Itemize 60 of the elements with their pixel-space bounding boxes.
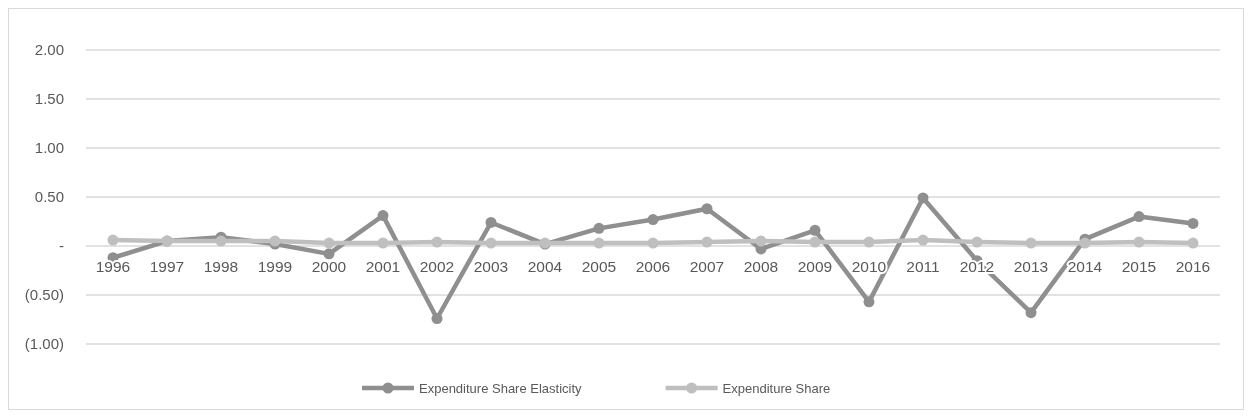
point bbox=[107, 234, 119, 246]
point bbox=[701, 203, 713, 215]
point bbox=[485, 216, 497, 228]
point bbox=[1187, 237, 1199, 249]
point bbox=[755, 235, 767, 247]
x-tick-label: 2016 bbox=[1175, 258, 1211, 275]
point bbox=[647, 237, 659, 249]
point bbox=[593, 222, 605, 234]
x-tick-label: 2003 bbox=[473, 258, 509, 275]
point bbox=[215, 235, 227, 247]
point bbox=[863, 296, 875, 308]
x-tick-label: 1997 bbox=[149, 258, 185, 275]
x-tick-label: 1996 bbox=[95, 258, 131, 275]
point bbox=[863, 236, 875, 248]
point bbox=[809, 236, 821, 248]
point bbox=[377, 210, 389, 222]
point bbox=[1079, 237, 1091, 249]
point bbox=[1187, 217, 1199, 229]
x-tick-label: 2002 bbox=[419, 258, 455, 275]
point bbox=[1133, 236, 1145, 248]
point bbox=[917, 192, 929, 204]
y-tick-label: - bbox=[59, 237, 64, 255]
x-tick-label: 2009 bbox=[797, 258, 833, 275]
point bbox=[809, 224, 821, 236]
point bbox=[701, 236, 713, 248]
point bbox=[485, 237, 497, 249]
x-tick-label: 2013 bbox=[1013, 258, 1049, 275]
y-tick-label: (0.50) bbox=[24, 286, 64, 304]
y-tick-label: 1.00 bbox=[34, 139, 64, 157]
x-tick-label: 2000 bbox=[311, 258, 347, 275]
x-tick-label: 1999 bbox=[257, 258, 293, 275]
point bbox=[647, 214, 659, 226]
x-tick-label: 2005 bbox=[581, 258, 617, 275]
x-tick-label: 2001 bbox=[365, 258, 401, 275]
x-tick-label: 2004 bbox=[527, 258, 563, 275]
point bbox=[431, 236, 443, 248]
y-tick-label: 1.50 bbox=[34, 90, 64, 108]
point bbox=[431, 313, 443, 325]
legend-label: Expenditure Share bbox=[722, 380, 831, 396]
point bbox=[1025, 237, 1037, 249]
point bbox=[1025, 307, 1037, 319]
point bbox=[971, 236, 983, 248]
x-tick-label: 2011 bbox=[906, 258, 940, 275]
point bbox=[377, 237, 389, 249]
y-tick-label: 0.50 bbox=[34, 188, 64, 206]
y-tick-label: 2.00 bbox=[34, 41, 64, 59]
x-tick-label: 2015 bbox=[1121, 258, 1157, 275]
y-tick-label: (1.00) bbox=[24, 335, 64, 353]
x-tick-label: 2010 bbox=[851, 258, 887, 275]
point bbox=[917, 234, 929, 246]
point bbox=[593, 237, 605, 249]
x-tick-label: 2008 bbox=[743, 258, 779, 275]
x-tick-label: 2007 bbox=[689, 258, 725, 275]
point bbox=[323, 237, 335, 249]
point bbox=[323, 248, 335, 260]
point bbox=[1133, 211, 1145, 223]
x-tick-label: 1998 bbox=[203, 258, 239, 275]
x-tick-label: 2014 bbox=[1067, 258, 1103, 275]
legend-label: Expenditure Share Elasticity bbox=[419, 380, 583, 396]
x-tick-label: 2006 bbox=[635, 258, 671, 275]
